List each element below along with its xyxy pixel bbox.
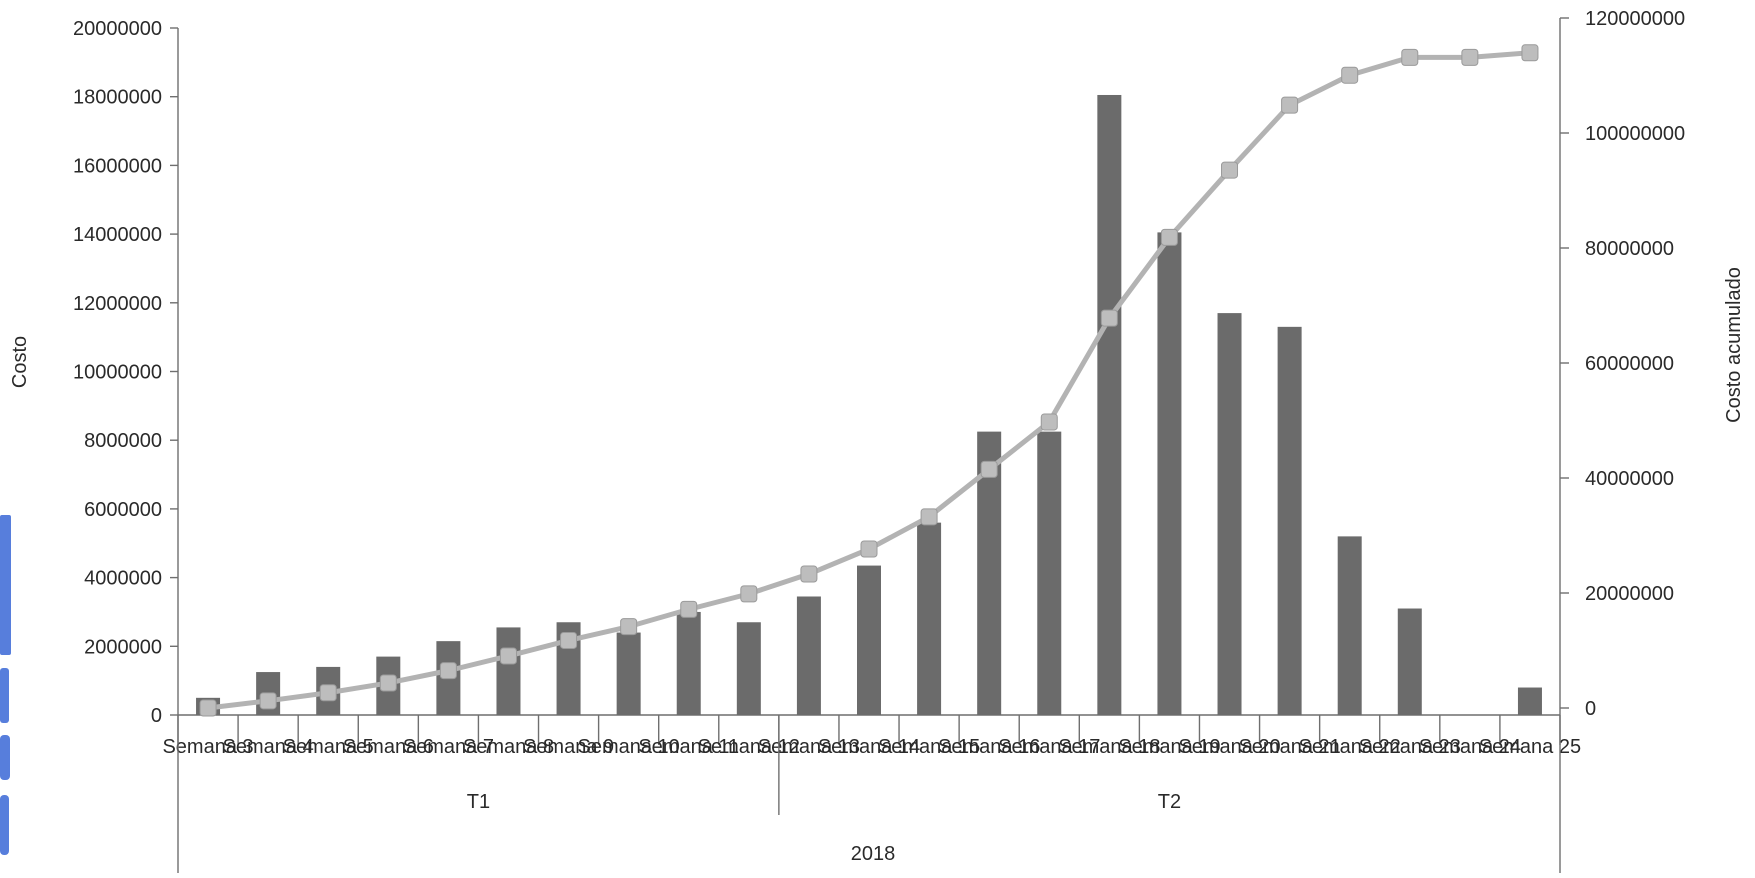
line-point [439,662,457,680]
category-label: Semana 7 [403,736,494,758]
line-point [560,631,578,649]
category-label: Semana 9 [523,736,614,758]
line-point [1341,66,1359,84]
y2-tick-label: 40000000 [1585,468,1674,490]
line-point [379,674,397,692]
line-point [680,600,698,618]
y2-tick-label: 80000000 [1585,238,1674,260]
y-tick-label: 0 [151,705,162,727]
y-tick-label: 14000000 [73,224,162,246]
y-tick-label: 6000000 [84,499,162,521]
line-point [499,647,517,665]
category-label: Semana 4 [223,736,314,758]
category-label: Semana 14 [818,736,920,758]
category-label: Semana 11 [638,736,739,758]
line-point [920,508,938,526]
category-label: Semana 24 [1419,736,1521,758]
year-label: 2018 [851,843,896,865]
category-label: Semana 8 [463,736,554,758]
bar [1277,326,1302,715]
line-point [1100,309,1118,327]
category-label: Semana 13 [758,736,860,758]
y-tick-label: 10000000 [73,362,162,384]
category-label: Semana 22 [1299,736,1401,758]
bar [796,596,821,715]
category-label: Semana 21 [1238,736,1340,758]
y-tick-label: 4000000 [84,568,162,590]
y2-tick-label: 120000000 [1585,8,1685,30]
category-label: Semana 15 [878,736,980,758]
category-label: Semana 16 [938,736,1040,758]
bar [1037,431,1062,715]
bar [676,611,701,715]
line-point [1521,44,1539,62]
category-label: Semana 3 [162,736,253,758]
y-tick-label: 20000000 [73,18,162,40]
bar [1157,232,1182,715]
line-point [620,618,638,636]
line-point [199,699,217,717]
line-point [1401,48,1419,66]
bar [1517,687,1542,715]
y-tick-label: 18000000 [73,87,162,109]
line-point [319,684,337,702]
bar [1337,536,1362,715]
line-point [1281,96,1299,114]
y2-axis-title: Costo acumulado [1723,267,1745,423]
line-point [1221,161,1239,179]
bar [857,565,881,715]
bar [1397,608,1422,715]
category-label: Semana 10 [578,736,680,758]
bar [917,522,942,715]
group-label: T1 [467,791,490,813]
bar [736,622,761,715]
stamp-fragment [0,515,11,855]
y2-tick-label: 0 [1585,698,1596,720]
y2-tick-label: 60000000 [1585,353,1674,375]
bar [1097,94,1122,716]
category-label: Semana 12 [698,736,800,758]
bar [616,632,641,715]
axes: 0 2000000 4000000 6000000 8000000 10000000 120… [73,8,1685,873]
y-tick-label: 12000000 [73,293,162,315]
bar-series-costo [196,94,1542,716]
category-label: Semana 25 [1479,736,1581,758]
bar [1217,313,1242,715]
group-label: T2 [1158,791,1181,813]
line-series-costo-acumulado [199,44,1539,717]
category-label: Semana 5 [283,736,374,758]
y-tick-label: 8000000 [84,430,162,452]
category-label: Semana 19 [1118,736,1220,758]
line-point [1461,48,1479,66]
category-label: Semana 6 [343,736,434,758]
line-point [259,692,277,710]
category-label: Semana 23 [1359,736,1461,758]
line-point [860,540,878,558]
category-label: Semana 17 [998,736,1100,758]
y-tick-label: 2000000 [84,636,162,658]
bar [496,627,521,715]
line-point [980,460,998,478]
line-point [740,585,758,603]
line-point [1040,413,1058,431]
y-tick-label: 16000000 [73,155,162,177]
y2-tick-label: 100000000 [1585,123,1685,145]
category-label: Semana 18 [1058,736,1160,758]
category-label: Semana 20 [1178,736,1280,758]
y-axis-title: Costo [9,336,31,388]
line-point [1160,228,1178,246]
y2-tick-label: 20000000 [1585,583,1674,605]
axis-labels: Costo Costo acumulado 2018 [9,267,1745,865]
line-point [800,565,818,583]
